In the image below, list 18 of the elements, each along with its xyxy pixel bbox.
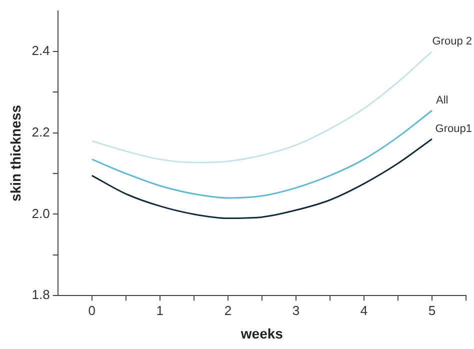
line-series: [91, 50, 433, 164]
y-tick-label: 2.4: [32, 43, 50, 58]
line-series: [91, 110, 433, 199]
x-tick-label: 2: [224, 302, 232, 318]
x-axis-title: weeks: [240, 325, 284, 342]
y-tick-label: 1.8: [32, 287, 50, 302]
line-series: [91, 138, 433, 220]
y-tick-label: 2.0: [32, 206, 50, 221]
x-tick-label: 5: [428, 302, 436, 318]
series-label: Group 2: [432, 36, 472, 48]
y-tick-label: 2.2: [32, 124, 50, 140]
x-tick-label: 1: [156, 302, 164, 318]
x-tick-label: 0: [88, 302, 96, 318]
x-tick-label: 4: [360, 302, 368, 318]
y-axis-title: skin thickness: [7, 104, 24, 202]
x-tick-label: 3: [292, 302, 300, 318]
series-label: Group1: [435, 122, 472, 135]
series-label: All: [436, 94, 448, 107]
